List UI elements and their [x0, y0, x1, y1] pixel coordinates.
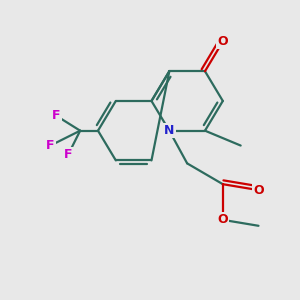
Text: O: O — [253, 184, 264, 196]
Text: F: F — [52, 109, 61, 122]
Text: O: O — [218, 213, 228, 226]
Text: F: F — [46, 139, 55, 152]
Text: N: N — [164, 124, 175, 137]
Text: F: F — [64, 148, 73, 161]
Text: O: O — [218, 35, 228, 48]
